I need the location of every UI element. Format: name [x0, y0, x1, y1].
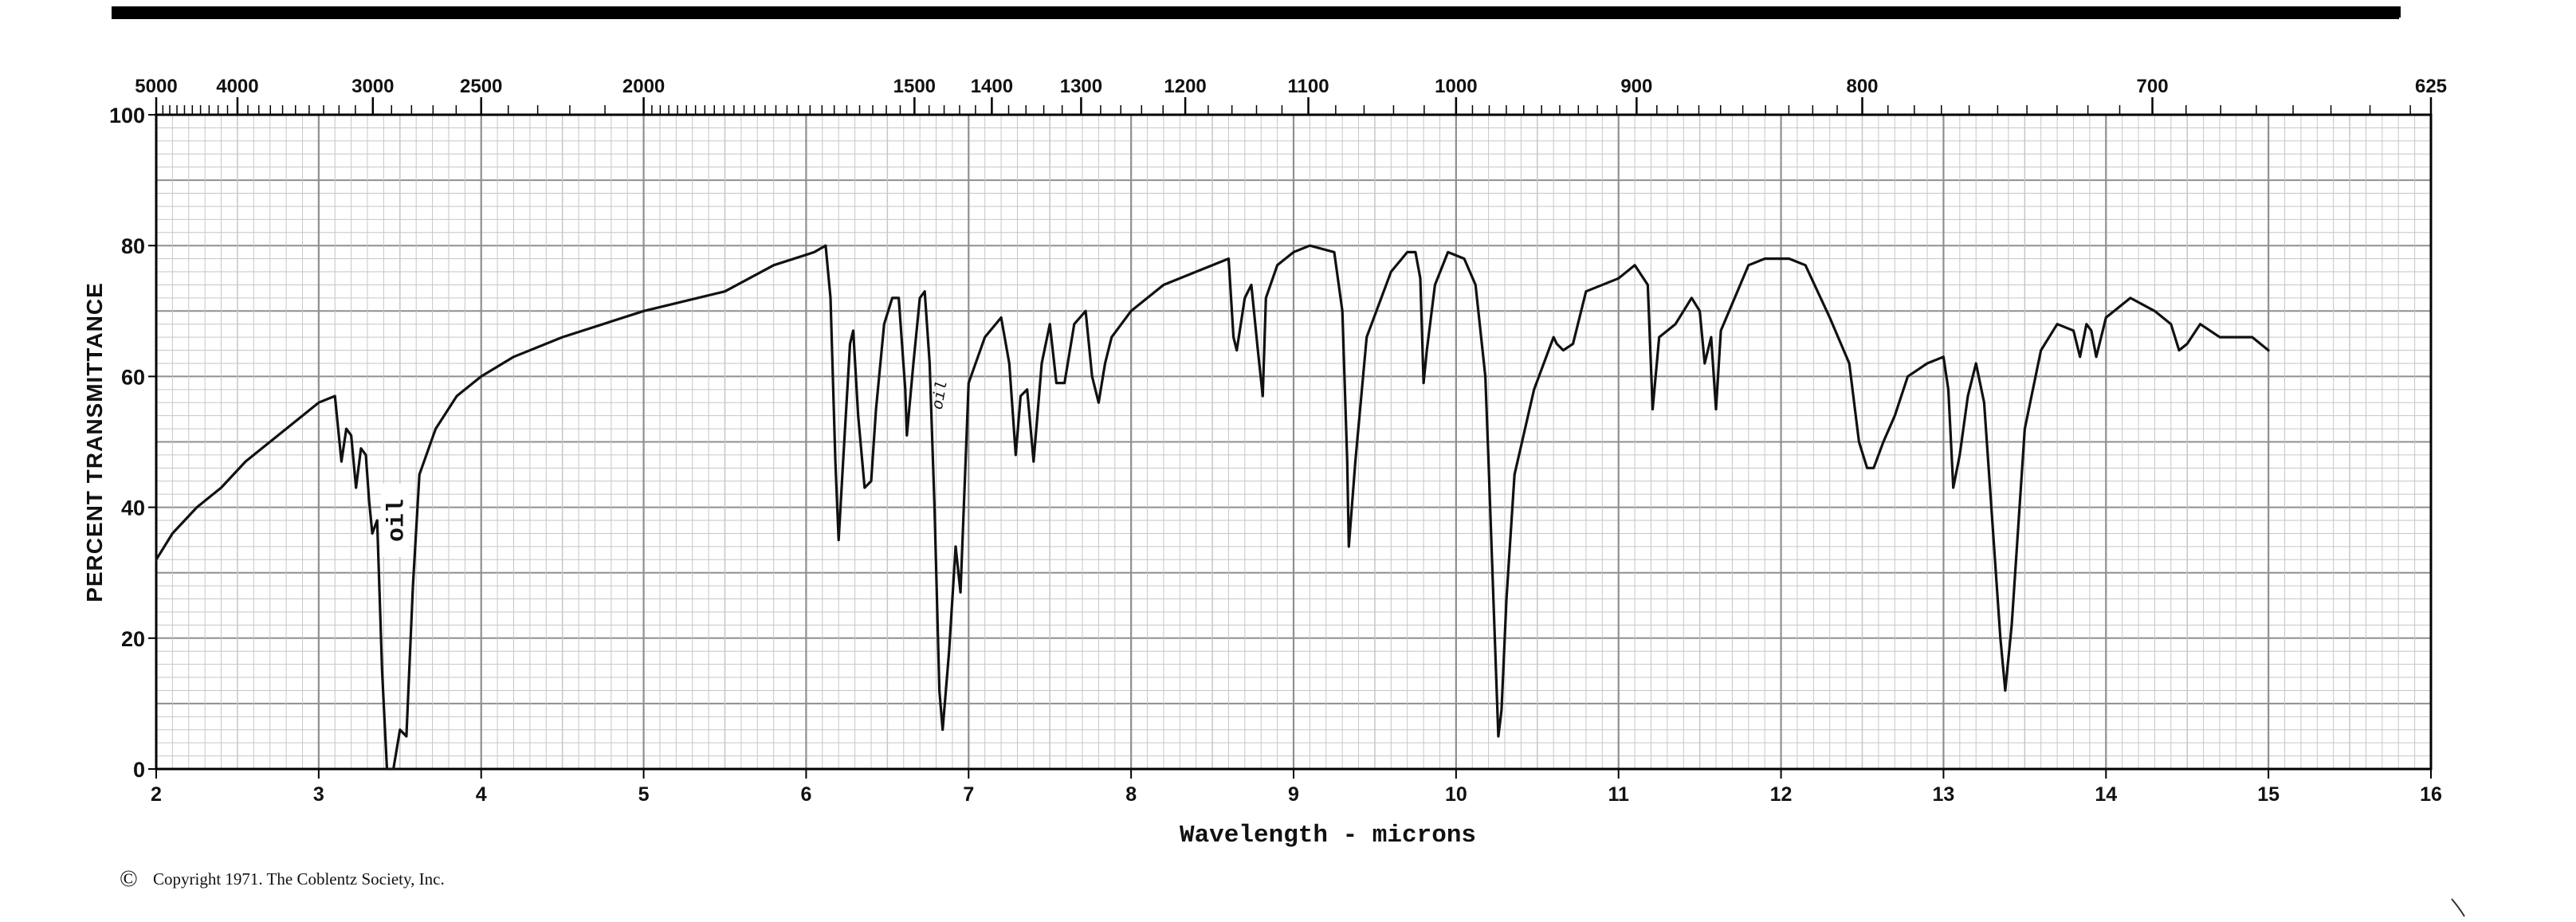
top-tick-label: 1200 — [1164, 76, 1206, 97]
x-tick-label: 13 — [1933, 783, 1955, 806]
top-tick-label: 1400 — [971, 76, 1013, 97]
x-tick-label: 4 — [476, 783, 487, 806]
top-tick-label: 700 — [2137, 76, 2169, 97]
top-border-corner — [2388, 6, 2401, 18]
copyright-notice: © Copyright 1971. The Coblentz Society, … — [120, 865, 445, 892]
x-tick-label: 9 — [1288, 783, 1299, 806]
top-tick-label: 900 — [1620, 76, 1652, 97]
y-tick-label: 60 — [121, 365, 145, 389]
top-tick-label: 2500 — [460, 76, 502, 97]
top-tick-label: 2000 — [622, 76, 665, 97]
annotations: oil oil — [380, 380, 952, 558]
x-tick-label: 2 — [151, 783, 162, 806]
y-tick-label: 0 — [133, 758, 145, 782]
series-layer — [155, 244, 2270, 771]
y-axis: 0 20 40 60 80 100 — [109, 104, 156, 782]
annotation-label: oil — [929, 380, 952, 411]
y-tick-label: 40 — [121, 496, 145, 520]
x-tick-label: 3 — [313, 783, 324, 806]
top-tick-label: 4000 — [216, 76, 258, 97]
y-tick-label: 80 — [121, 234, 145, 258]
top-axis-wavenumber: 5000 4000 3000 2500 2000 1500 1400 1300 1200 1100… — [135, 76, 2447, 116]
x-tick-label: 5 — [638, 783, 650, 806]
x-tick-label: 16 — [2420, 783, 2442, 806]
top-tick-label: 3000 — [351, 76, 394, 97]
top-tick-label: 1000 — [1435, 76, 1477, 97]
top-tick-label: 625 — [2415, 76, 2447, 97]
x-tick-label: 12 — [1770, 783, 1793, 806]
top-tick-label: 5000 — [135, 76, 177, 97]
grid — [155, 114, 2433, 770]
x-axis: 2 3 4 5 6 7 8 9 10 11 12 13 14 15 16 — [151, 769, 2442, 806]
top-border-bar — [112, 6, 2399, 19]
top-tick-label: 800 — [1846, 76, 1878, 97]
copyright-text: Copyright 1971. The Coblentz Society, In… — [153, 869, 445, 889]
top-tick-label: 1300 — [1060, 76, 1102, 97]
x-tick-label: 10 — [1445, 783, 1467, 806]
y-axis-label: PERCENT TRANSMITTANCE — [82, 282, 107, 602]
y-tick-label: 20 — [121, 627, 145, 651]
x-tick-label: 11 — [1608, 783, 1629, 806]
spectrum-trace — [155, 244, 2270, 771]
x-tick-label: 8 — [1125, 783, 1137, 806]
x-tick-label: 15 — [2257, 783, 2280, 806]
annotation-label: oil — [384, 499, 411, 542]
corner-mark — [2451, 898, 2465, 917]
top-tick-label: 1100 — [1287, 76, 1329, 97]
annotation-box — [380, 484, 410, 558]
x-tick-label: 14 — [2095, 783, 2117, 806]
x-tick-label: 7 — [963, 783, 974, 806]
top-tick-label: 1500 — [893, 76, 936, 97]
x-axis-label: Wavelength - microns — [1180, 822, 1476, 849]
x-tick-label: 6 — [800, 783, 811, 806]
copyright-symbol: © — [120, 865, 138, 892]
y-tick-label: 100 — [109, 104, 145, 128]
